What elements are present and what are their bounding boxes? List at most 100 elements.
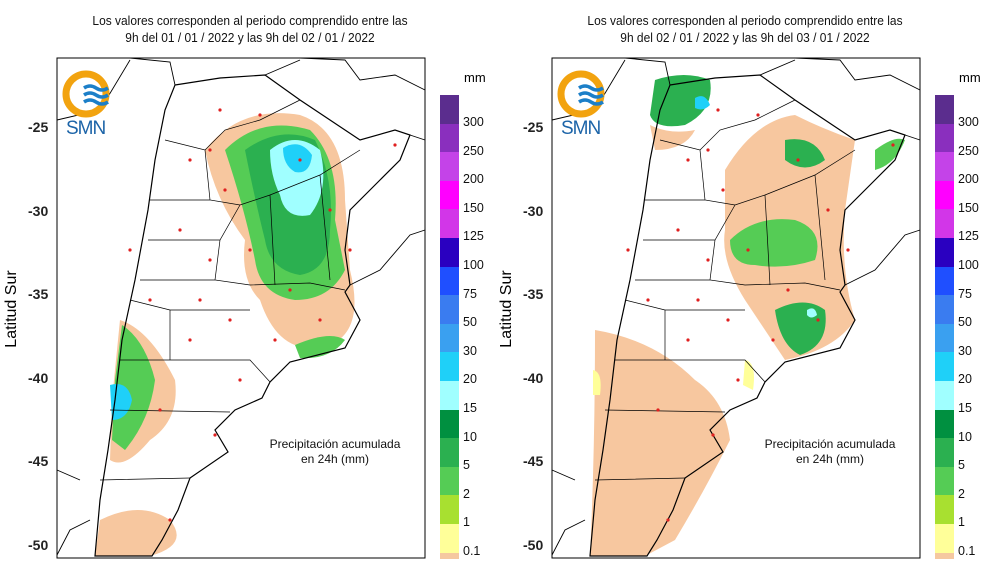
- legend-swatch: [935, 266, 954, 296]
- waves-icon: [578, 84, 604, 106]
- legend-swatch: [935, 95, 954, 124]
- legend-label: 100: [463, 258, 484, 272]
- precipitation-area: [785, 139, 825, 168]
- legend-label: 30: [463, 343, 477, 358]
- legend-swatch: [440, 266, 459, 296]
- station-marker: [208, 258, 212, 262]
- precipitation-area: [95, 510, 177, 556]
- legend-swatch: [440, 209, 459, 238]
- legend-label: 200: [958, 172, 979, 187]
- legend-swatch: [440, 495, 459, 524]
- station-marker: [238, 378, 242, 382]
- y-tick-label: -50: [523, 537, 544, 553]
- legend-swatch: [935, 180, 954, 210]
- legend-swatch: [935, 152, 954, 181]
- legend-swatch: [935, 466, 954, 496]
- station-marker: [273, 338, 277, 342]
- station-marker: [158, 408, 162, 412]
- legend-label: 10: [958, 429, 972, 444]
- precip-map-panel: Los valores corresponden al periodo comp…: [495, 0, 995, 570]
- precipitation-area: [730, 219, 818, 267]
- legend-swatch: [935, 352, 954, 381]
- station-marker: [213, 433, 217, 437]
- station-markers: [626, 108, 895, 522]
- precipitation-area: [650, 125, 695, 150]
- station-marker: [826, 208, 830, 212]
- annotation-line-2: en 24h (mm): [300, 452, 370, 466]
- station-marker: [168, 518, 172, 522]
- legend-label: 125: [463, 229, 484, 244]
- station-marker: [696, 298, 700, 302]
- smn-logo: SMN: [557, 70, 617, 140]
- station-marker: [393, 143, 397, 147]
- station-marker: [656, 408, 660, 412]
- station-marker: [796, 158, 800, 162]
- legend-label: 75: [958, 286, 972, 301]
- station-marker: [328, 208, 332, 212]
- legend-swatch: [935, 524, 954, 553]
- station-marker: [218, 108, 222, 112]
- station-marker: [298, 158, 302, 162]
- legend-label: 250: [463, 143, 484, 158]
- waves-icon: [83, 84, 109, 106]
- annotation-line-1: Precipitación acumulada: [269, 437, 401, 451]
- legend-swatch: [440, 180, 459, 210]
- station-marker: [318, 318, 322, 322]
- title-line-2: 9h del 02 / 01 / 2022 y las 9h del 03 / …: [620, 30, 870, 45]
- station-marker: [676, 228, 680, 232]
- title-line-1: Los valores corresponden al periodo comp…: [587, 13, 903, 28]
- precipitation-area: [807, 308, 817, 318]
- legend-label: 300: [463, 115, 484, 129]
- station-marker: [348, 248, 352, 252]
- y-axis-label: Latitud Sur: [498, 270, 515, 348]
- legend-swatch: [440, 152, 459, 181]
- legend-label: 100: [958, 258, 979, 272]
- legend-unit: mm: [959, 70, 981, 85]
- argentina-map: [56, 57, 426, 559]
- legend-swatch: [935, 209, 954, 238]
- y-tick-label: -30: [523, 202, 544, 219]
- y-axis-label: Latitud Sur: [3, 270, 20, 348]
- y-tick-label: -35: [28, 286, 49, 303]
- precipitation-area: [295, 336, 345, 359]
- title-line-1: Los valores corresponden al periodo comp…: [92, 13, 408, 28]
- argentina-map: [551, 57, 921, 559]
- province-borders: [99, 99, 361, 481]
- station-marker: [736, 378, 740, 382]
- station-marker: [188, 158, 192, 162]
- title-line-2: 9h del 01 / 01 / 2022 y las 9h del 02 / …: [125, 30, 375, 45]
- precipitation-area: [593, 370, 601, 395]
- legend-swatch: [440, 295, 459, 324]
- station-marker: [208, 148, 212, 152]
- legend-swatch: [440, 409, 459, 439]
- legend-swatch: [440, 466, 459, 496]
- argentina-outline: [589, 74, 906, 557]
- map-title: Los valores corresponden al periodo comp…: [515, 12, 975, 46]
- precipitation-areas: [590, 75, 905, 556]
- station-marker: [198, 298, 202, 302]
- legend-swatch: [440, 123, 459, 153]
- y-tick-label: -45: [523, 453, 544, 470]
- station-marker: [228, 318, 232, 322]
- station-marker: [148, 298, 152, 302]
- legend-label: 150: [958, 200, 979, 215]
- annotation-line-2: en 24h (mm): [795, 452, 865, 466]
- annotation-line-1: Precipitación acumulada: [764, 437, 896, 451]
- legend-label: 2: [463, 486, 470, 501]
- precipitation-area: [590, 330, 730, 556]
- legend-label: 5: [958, 458, 965, 473]
- legend-label: 15: [463, 401, 477, 415]
- station-marker: [686, 158, 690, 162]
- map-annotation: Precipitación acumulada en 24h (mm): [745, 437, 915, 467]
- precipitation-areas: [95, 113, 355, 556]
- legend-swatch: [440, 352, 459, 381]
- y-tick-label: -35: [523, 286, 544, 303]
- station-marker: [746, 248, 750, 252]
- station-marker: [721, 188, 725, 192]
- y-tick-label: -30: [28, 202, 49, 219]
- legend-label: 1: [958, 515, 965, 530]
- legend-label: 125: [958, 229, 979, 244]
- station-marker: [626, 248, 630, 252]
- y-tick-label: -40: [523, 369, 544, 386]
- station-marker: [756, 113, 760, 117]
